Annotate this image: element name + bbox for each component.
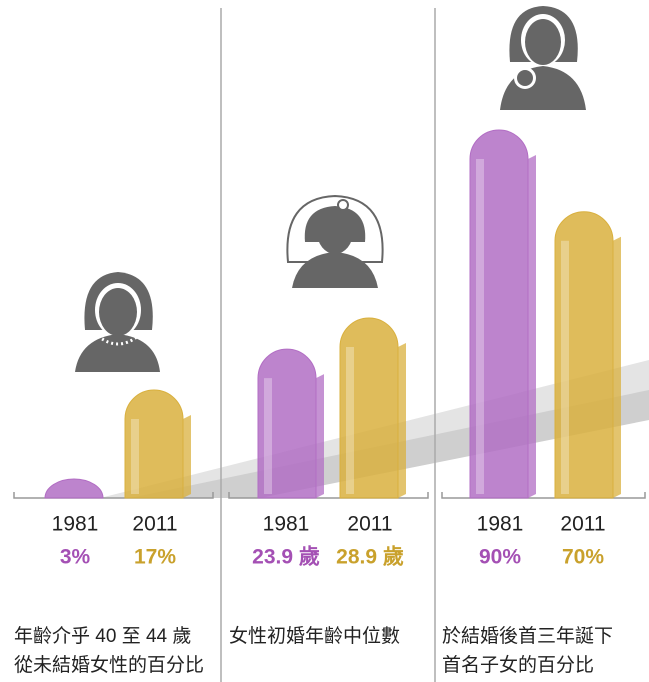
bar-side bbox=[316, 374, 324, 498]
value-label: 17% bbox=[134, 546, 176, 569]
value-label: 90% bbox=[479, 546, 521, 569]
bar bbox=[469, 129, 529, 499]
caption: 從未結婚女性的百分比 bbox=[14, 654, 204, 676]
value-label: 28.9 歲 bbox=[336, 545, 404, 569]
bar-highlight bbox=[131, 419, 139, 494]
category-label: 2011 bbox=[347, 513, 392, 536]
category-label: 1981 bbox=[52, 513, 99, 536]
icon-bride bbox=[286, 194, 384, 288]
bar-side bbox=[398, 343, 406, 498]
bar-highlight bbox=[346, 347, 354, 494]
value-label: 70% bbox=[562, 546, 604, 569]
value-label: 3% bbox=[60, 546, 91, 569]
value-label: 23.9 歲 bbox=[252, 545, 320, 569]
bar-side bbox=[613, 236, 621, 498]
bar-highlight bbox=[476, 159, 484, 494]
baselines bbox=[13, 492, 646, 499]
category-label: 1981 bbox=[477, 513, 524, 536]
bar-highlight bbox=[264, 378, 272, 494]
bar-highlight bbox=[561, 240, 569, 494]
icon-mother bbox=[500, 6, 586, 110]
bar bbox=[124, 389, 184, 499]
category-label: 2011 bbox=[132, 513, 177, 536]
caption: 女性初婚年齡中位數 bbox=[229, 625, 400, 647]
bar bbox=[44, 478, 104, 499]
caption: 首名子女的百分比 bbox=[442, 654, 594, 676]
bar bbox=[339, 317, 399, 499]
category-label: 2011 bbox=[560, 513, 605, 536]
bar bbox=[554, 211, 614, 499]
icon-single bbox=[75, 272, 160, 372]
bar bbox=[257, 348, 317, 499]
caption: 於結婚後首三年誕下 bbox=[442, 625, 613, 647]
bar-side bbox=[528, 155, 536, 498]
bar-side bbox=[183, 415, 191, 498]
category-label: 1981 bbox=[263, 513, 310, 536]
caption: 年齡介乎 40 至 44 歲 bbox=[14, 625, 191, 647]
